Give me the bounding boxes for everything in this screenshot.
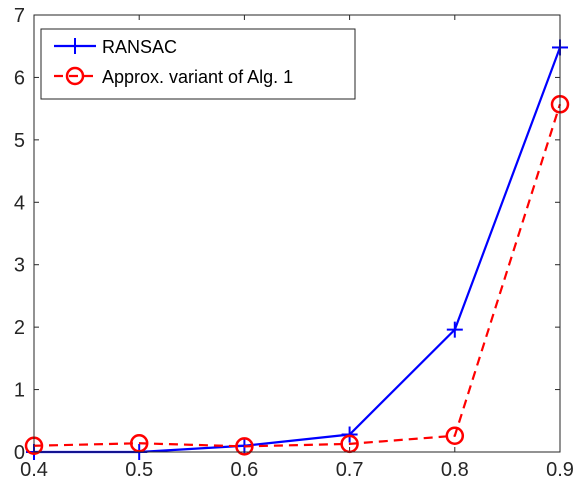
y-tick-label: 4 bbox=[14, 192, 25, 214]
legend-entry: RANSAC bbox=[54, 37, 177, 57]
legend-label: Approx. variant of Alg. 1 bbox=[102, 67, 293, 87]
y-tick-label: 1 bbox=[14, 380, 25, 402]
legend-entries: RANSAC Approx. variant of Alg. 1 bbox=[54, 37, 293, 87]
data-point bbox=[235, 437, 254, 456]
y-tick-label: 3 bbox=[14, 255, 25, 277]
series-line bbox=[33, 103, 562, 448]
y-tick-label: 0 bbox=[14, 442, 25, 464]
x-tick-label: 0.7 bbox=[336, 459, 364, 481]
legend-swatch-marker bbox=[65, 66, 85, 86]
x-tick-label: 0.5 bbox=[125, 459, 153, 481]
legend: RANSAC Approx. variant of Alg. 1 bbox=[40, 28, 356, 100]
y-tick-label: 2 bbox=[14, 317, 25, 339]
y-tick-label: 5 bbox=[14, 130, 25, 152]
data-point bbox=[129, 434, 149, 453]
legend-entry: Approx. variant of Alg. 1 bbox=[54, 66, 293, 87]
data-point bbox=[341, 426, 358, 443]
y-tick-label: 6 bbox=[14, 67, 25, 89]
data-point bbox=[446, 321, 463, 338]
legend-swatch-marker bbox=[67, 38, 83, 54]
axes: 0.4 0.5 0.6 0.7 0.8 0.9 0 1 2 3 4 5 6 7 bbox=[14, 5, 574, 481]
legend-label: RANSAC bbox=[102, 37, 177, 57]
plot-frame bbox=[33, 14, 561, 453]
x-tick-label: 0.4 bbox=[20, 459, 48, 481]
y-tick-label: 7 bbox=[14, 5, 25, 27]
x-tick-label: 0.6 bbox=[230, 459, 258, 481]
x-tick-label: 0.8 bbox=[441, 459, 469, 481]
data-point bbox=[445, 426, 465, 446]
x-tick-label: 0.9 bbox=[546, 459, 574, 481]
legend-box bbox=[40, 28, 356, 100]
